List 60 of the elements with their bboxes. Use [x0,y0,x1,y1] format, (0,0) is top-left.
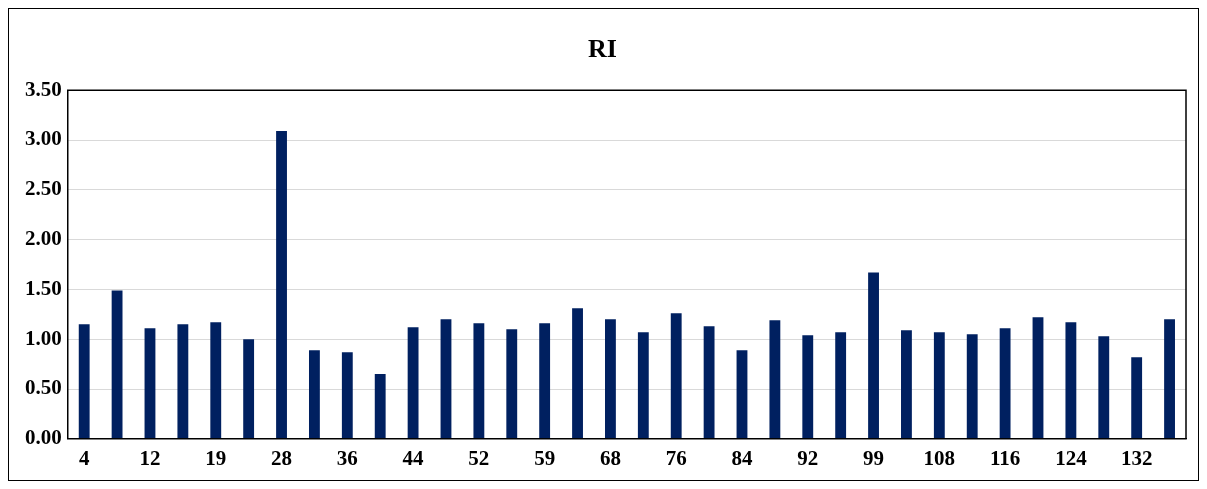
bar [999,328,1011,439]
y-tick-label: 0.00 [25,425,62,450]
bar [605,319,616,439]
x-tick-label: 59 [534,445,556,470]
x-tick-label: 108 [923,445,956,470]
bar [374,374,386,439]
x-tick-label: 124 [1055,445,1088,470]
bar [1131,357,1143,439]
y-tick-label: 0.50 [25,375,62,400]
x-tick-label: 132 [1120,445,1153,470]
bar [440,319,452,439]
bar [144,328,156,439]
x-tick-label: 12 [139,445,161,470]
x-tick-label: 44 [402,445,425,470]
x-tick-label: 92 [797,445,819,470]
y-tick-label: 2.00 [25,226,62,251]
x-tick-label: 68 [599,445,621,470]
x-tick-label: 28 [271,445,293,470]
bar [407,327,419,439]
bar [473,323,485,439]
y-tick-label: 3.00 [25,126,62,151]
x-tick-label: 36 [336,445,358,470]
x-tick-label: 52 [468,445,490,470]
x-tick-label: 84 [731,445,753,470]
y-tick-label: 2.50 [25,176,62,201]
bar [670,313,682,439]
bar [769,320,781,439]
bar [177,324,189,439]
bar [835,332,847,439]
x-tick-label: 19 [205,445,227,470]
bar [703,326,715,439]
bar [539,323,551,439]
bar [736,350,748,439]
bar [78,324,90,439]
bar [111,290,123,439]
y-tick-label: 3.50 [25,76,62,101]
bar [1032,317,1044,439]
bar [572,308,583,439]
bar [966,334,978,439]
x-tick-label: 99 [863,445,885,470]
bar [243,339,255,439]
bar [933,332,945,439]
bar [210,322,222,439]
bar [802,335,814,439]
x-tick-label: 76 [665,445,687,470]
bar [309,350,320,439]
x-tick-label: 4 [78,445,90,470]
bar [901,330,912,439]
chart-title: RI [588,34,617,64]
bar [1164,319,1175,439]
y-tick-label: 1.50 [25,275,62,300]
bar [506,329,518,439]
bar [1065,322,1077,439]
bar [637,332,649,439]
bar [1098,336,1110,439]
bar [341,352,353,439]
x-tick-label: 116 [989,445,1021,470]
bar [276,131,287,439]
y-tick-label: 1.00 [25,325,62,350]
bar [868,272,879,439]
